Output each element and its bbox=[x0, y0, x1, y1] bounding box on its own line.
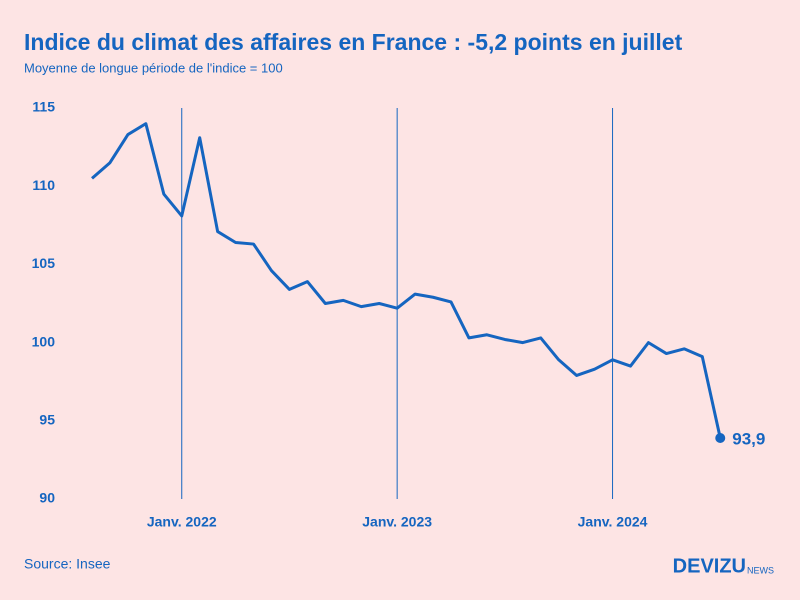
y-tick-label: 90 bbox=[39, 490, 55, 506]
y-tick-label: 95 bbox=[39, 412, 55, 428]
x-tick-label: Janv. 2022 bbox=[147, 514, 217, 530]
brand: DEVIZU bbox=[673, 555, 746, 577]
data-label: 93,9 bbox=[732, 429, 765, 448]
data-line bbox=[91, 122, 722, 439]
y-tick-label: 105 bbox=[32, 255, 56, 271]
y-tick-label: 110 bbox=[32, 177, 55, 193]
brand-suffix: NEWS bbox=[747, 565, 774, 575]
x-tick-label: Janv. 2023 bbox=[362, 514, 432, 530]
chart-title: Indice du climat des affaires en France … bbox=[24, 29, 683, 55]
source: Source: Insee bbox=[24, 556, 111, 572]
y-tick-label: 115 bbox=[32, 99, 55, 115]
chart-subtitle: Moyenne de longue période de l'indice = … bbox=[24, 60, 283, 75]
x-tick-label: Janv. 2024 bbox=[578, 514, 648, 530]
data-point bbox=[715, 433, 726, 444]
y-tick-label: 100 bbox=[32, 333, 56, 349]
